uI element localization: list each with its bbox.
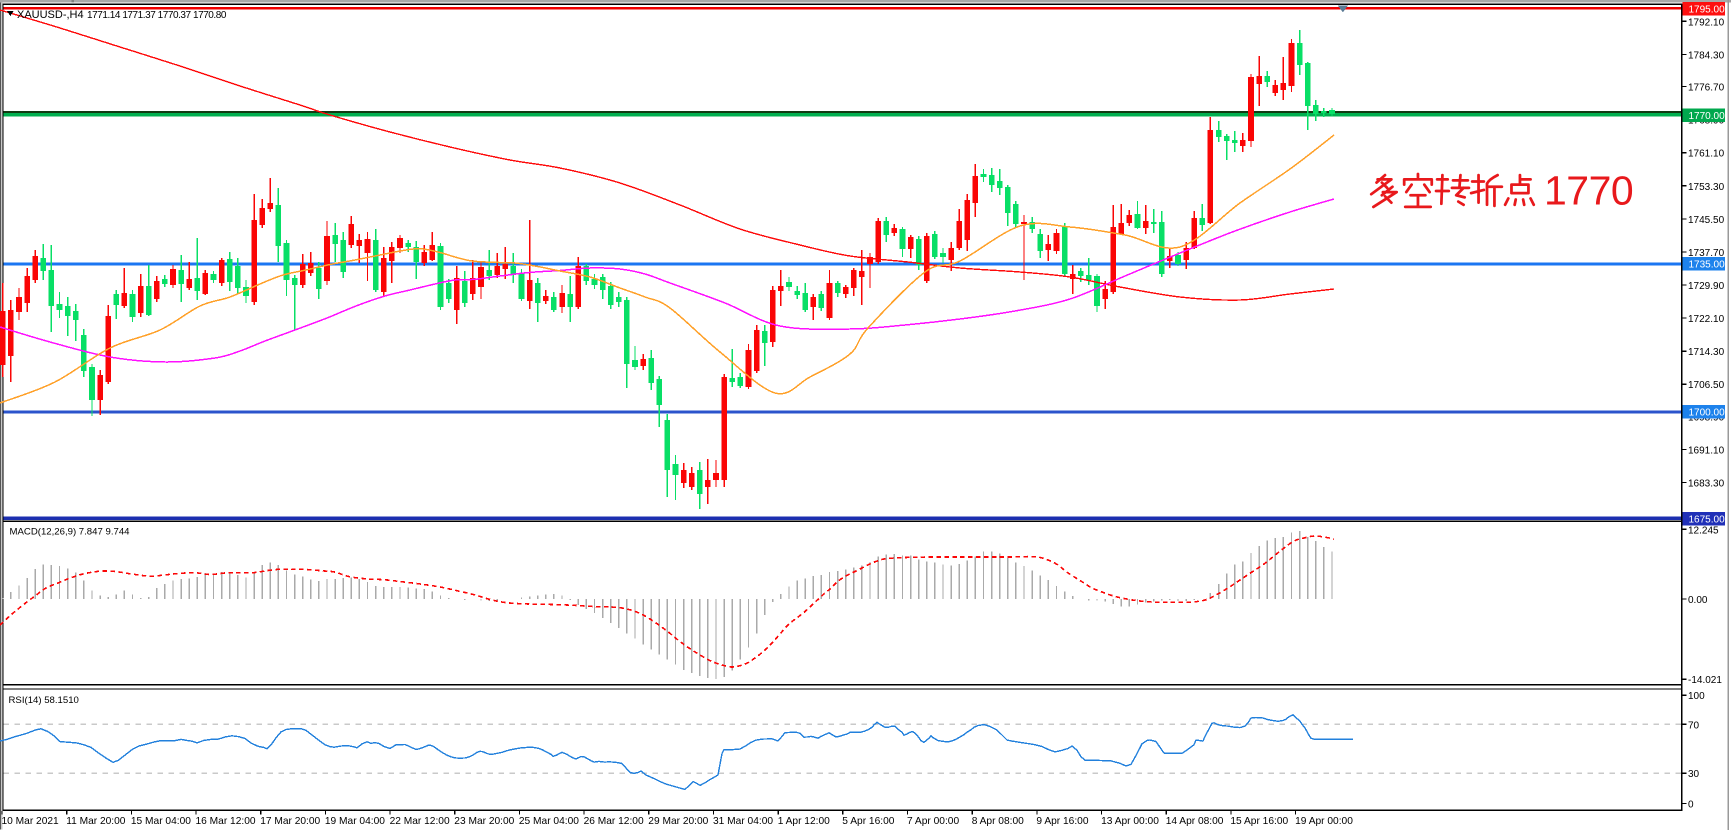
svg-text:15 Mar 04:00: 15 Mar 04:00	[131, 816, 191, 827]
svg-text:1714.30: 1714.30	[1688, 347, 1725, 358]
svg-text:1792.10: 1792.10	[1688, 17, 1725, 28]
svg-text:1745.50: 1745.50	[1688, 215, 1725, 226]
svg-text:XAUUSD-,H4: XAUUSD-,H4	[17, 9, 84, 21]
svg-text:1776.70: 1776.70	[1688, 83, 1725, 94]
svg-text:23 Mar 20:00: 23 Mar 20:00	[454, 816, 514, 827]
svg-text:1675.00: 1675.00	[1689, 514, 1726, 525]
svg-text:12.245: 12.245	[1688, 525, 1719, 536]
svg-text:0.00: 0.00	[1688, 595, 1708, 606]
svg-text:1770: 1770	[1544, 168, 1633, 214]
svg-text:19 Mar 04:00: 19 Mar 04:00	[325, 816, 385, 827]
svg-text:16 Mar 12:00: 16 Mar 12:00	[196, 816, 256, 827]
svg-text:1729.90: 1729.90	[1688, 281, 1725, 292]
svg-text:RSI(14) 58.1510: RSI(14) 58.1510	[9, 695, 79, 706]
svg-text:8 Apr 08:00: 8 Apr 08:00	[972, 816, 1024, 827]
svg-text:1735.00: 1735.00	[1689, 260, 1726, 271]
svg-text:-14.021: -14.021	[1688, 675, 1722, 686]
svg-text:1722.10: 1722.10	[1688, 314, 1725, 325]
svg-text:1753.30: 1753.30	[1688, 182, 1725, 193]
svg-text:22 Mar 12:00: 22 Mar 12:00	[390, 816, 450, 827]
svg-text:30: 30	[1688, 769, 1700, 780]
svg-text:15 Apr 16:00: 15 Apr 16:00	[1230, 816, 1288, 827]
svg-text:1683.30: 1683.30	[1688, 479, 1725, 490]
svg-text:70: 70	[1688, 720, 1700, 731]
svg-text:1 Apr 12:00: 1 Apr 12:00	[778, 816, 830, 827]
svg-text:1761.10: 1761.10	[1688, 149, 1725, 160]
svg-text:29 Mar 20:00: 29 Mar 20:00	[648, 816, 708, 827]
svg-text:MACD(12,26,9) 7.847 9.744: MACD(12,26,9) 7.847 9.744	[10, 527, 131, 538]
svg-text:9 Apr 16:00: 9 Apr 16:00	[1036, 816, 1088, 827]
svg-text:31 Mar 04:00: 31 Mar 04:00	[713, 816, 773, 827]
svg-text:1737.70: 1737.70	[1688, 248, 1725, 259]
svg-text:11 Mar 20:00: 11 Mar 20:00	[66, 816, 126, 827]
svg-text:26 Mar 12:00: 26 Mar 12:00	[584, 816, 644, 827]
svg-text:25 Mar 04:00: 25 Mar 04:00	[519, 816, 579, 827]
svg-text:14 Apr 08:00: 14 Apr 08:00	[1166, 816, 1224, 827]
svg-text:13 Apr 00:00: 13 Apr 00:00	[1101, 816, 1159, 827]
svg-text:100: 100	[1688, 691, 1705, 702]
svg-text:1771.14 1771.37 1770.37 1770.8: 1771.14 1771.37 1770.37 1770.80	[87, 10, 227, 21]
svg-text:0: 0	[1688, 799, 1694, 810]
svg-text:1700.00: 1700.00	[1689, 408, 1726, 419]
svg-text:1691.10: 1691.10	[1688, 446, 1725, 457]
svg-text:1795.00: 1795.00	[1689, 5, 1726, 16]
svg-text:10 Mar 2021: 10 Mar 2021	[2, 816, 60, 827]
svg-text:5 Apr 16:00: 5 Apr 16:00	[842, 816, 894, 827]
svg-text:19 Apr 00:00: 19 Apr 00:00	[1295, 816, 1353, 827]
svg-text:1770.00: 1770.00	[1689, 111, 1726, 122]
svg-text:7 Apr 00:00: 7 Apr 00:00	[907, 816, 959, 827]
svg-text:1706.50: 1706.50	[1688, 380, 1725, 391]
svg-text:1784.30: 1784.30	[1688, 50, 1725, 61]
svg-text:17 Mar 20:00: 17 Mar 20:00	[260, 816, 320, 827]
